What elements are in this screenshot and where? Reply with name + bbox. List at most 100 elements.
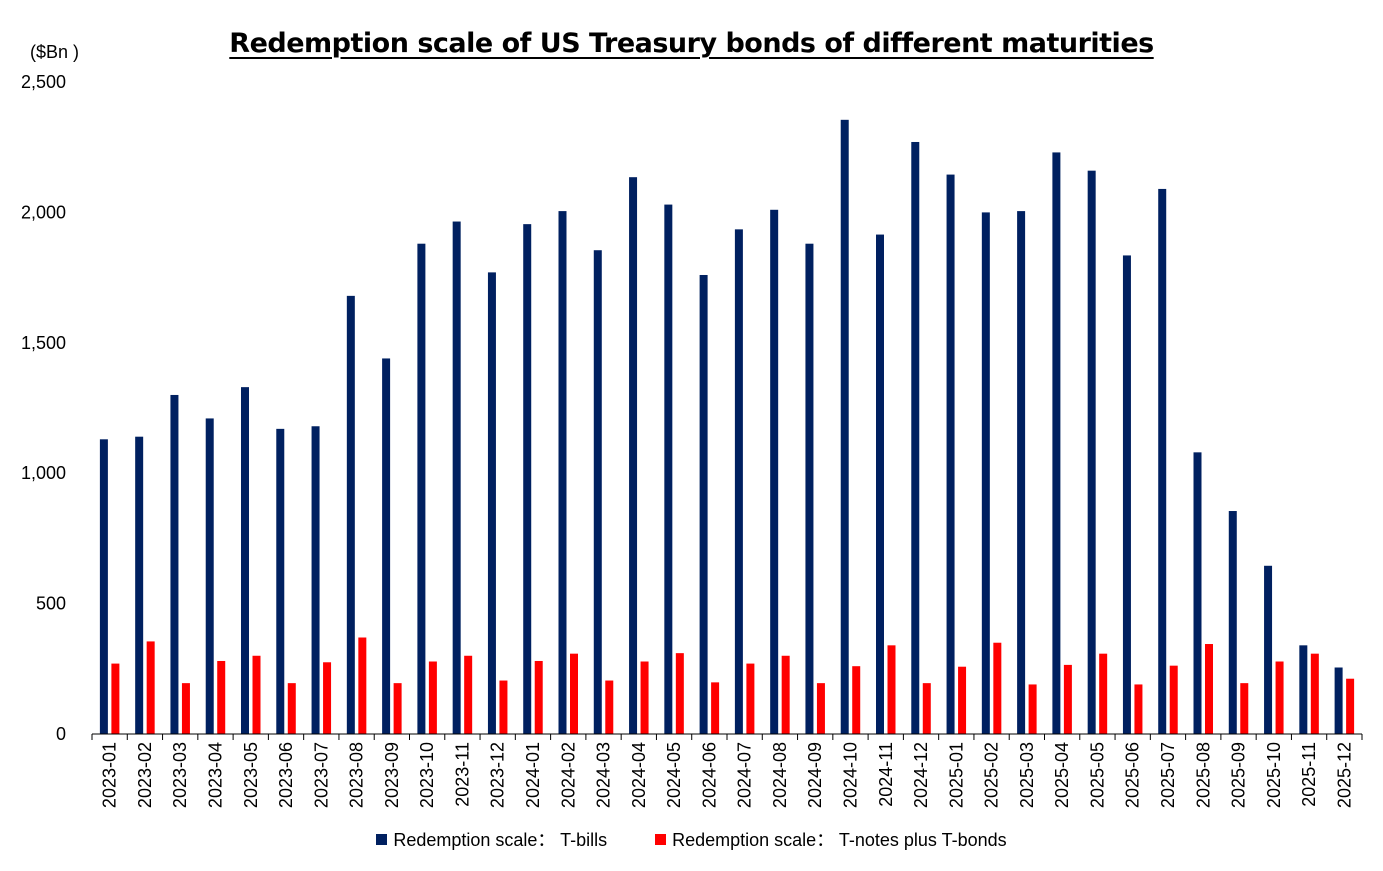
- bar-t-bills-2023-04: [205, 418, 214, 734]
- legend-item-t-notes-bonds: Redemption scale： T-notes plus T-bonds: [655, 826, 1007, 852]
- bar-t-bills-2024-07: [734, 229, 743, 734]
- y-axis-ticks: 0 500 1,000 1,500 2,000 2,500: [21, 72, 66, 744]
- x-tick-label: 2024-08: [770, 742, 790, 808]
- x-tick-label: 2023-04: [205, 742, 225, 808]
- bar-t-notes-bonds-2023-11: [464, 655, 473, 734]
- legend-label-t-notes-bonds: Redemption scale： T-notes plus T-bonds: [672, 830, 1007, 850]
- x-tick-label: 2023-10: [417, 742, 437, 808]
- x-tick-label: 2025-11: [1299, 742, 1319, 807]
- bar-t-notes-bonds-2024-09: [816, 683, 825, 734]
- bar-t-notes-bonds-2025-08: [1205, 644, 1213, 734]
- bar-t-notes-bonds-2025-10: [1275, 661, 1284, 734]
- bar-t-notes-bonds-2024-11: [887, 645, 896, 734]
- x-tick-label: 2025-03: [1017, 742, 1037, 808]
- bar-t-bills-2025-02: [981, 212, 990, 734]
- bar-t-bills-2024-02: [558, 211, 567, 735]
- bar-t-bills-2025-05: [1087, 170, 1096, 735]
- chart-title: Redemption scale of US Treasury bonds of…: [229, 28, 1154, 59]
- x-tick-label: 2024-10: [840, 742, 860, 808]
- legend-item-t-bills: Redemption scale： T-bills: [376, 826, 607, 852]
- bar-t-notes-bonds-2023-09: [393, 683, 402, 734]
- bar-t-bills-2023-09: [382, 358, 391, 734]
- bar-t-notes-bonds-2024-08: [781, 655, 790, 734]
- y-tick-label: 0: [56, 724, 66, 744]
- bar-t-notes-bonds-2023-10: [428, 661, 437, 734]
- x-tick-label: 2025-05: [1087, 742, 1107, 808]
- bar-t-notes-bonds-2025-05: [1099, 653, 1108, 734]
- bar-t-notes-bonds-2024-07: [746, 663, 755, 734]
- bar-t-notes-bonds-2024-04: [640, 661, 649, 734]
- bar-t-notes-bonds-2025-07: [1169, 665, 1178, 734]
- bar-t-notes-bonds-2025-02: [993, 642, 1002, 734]
- bar-t-notes-bonds-2025-06: [1134, 684, 1143, 734]
- bar-t-bills-2023-06: [276, 428, 285, 734]
- bar-t-bills-2025-08: [1193, 452, 1202, 734]
- x-axis: 2023-01 2023-02 2023-03 2023-04 2023-05 2023-…: [91, 733, 1363, 808]
- bar-t-bills-2023-02: [135, 436, 144, 734]
- x-tick-label: 2024-06: [699, 742, 719, 808]
- x-tick-label: 2023-06: [276, 742, 296, 808]
- bar-t-notes-bonds-2025-12: [1346, 678, 1355, 734]
- bar-t-bills-2024-12: [911, 141, 920, 735]
- x-tick-label: 2025-02: [982, 742, 1002, 808]
- x-tick-label: 2024-01: [523, 742, 543, 808]
- bar-t-bills-2025-03: [1017, 211, 1026, 735]
- bar-t-bills-2023-01: [99, 439, 108, 734]
- x-tick-label: 2025-12: [1334, 742, 1354, 808]
- x-tick-label: 2025-09: [1229, 742, 1249, 808]
- bar-t-bills-2023-10: [417, 243, 426, 734]
- x-tick-label: 2023-01: [100, 742, 120, 808]
- bar-t-bills-2023-11: [452, 221, 461, 734]
- bar-t-notes-bonds-2023-03: [181, 683, 190, 734]
- bar-t-notes-bonds-2023-05: [252, 655, 261, 734]
- bar-t-bills-2024-04: [629, 177, 638, 734]
- bars: [99, 119, 1355, 735]
- bar-t-bills-2023-12: [487, 272, 496, 734]
- bar-t-notes-bonds-2023-12: [499, 680, 508, 734]
- bar-t-bills-2024-09: [805, 243, 814, 734]
- x-tick-label: 2025-06: [1123, 742, 1143, 808]
- bar-t-bills-2023-03: [170, 394, 179, 734]
- bar-t-notes-bonds-2025-11: [1310, 653, 1319, 734]
- bar-t-bills-2024-03: [593, 250, 602, 734]
- bar-t-bills-2025-09: [1228, 511, 1237, 734]
- x-tick-label: 2023-02: [135, 742, 155, 808]
- x-tick-label: 2024-03: [594, 742, 614, 808]
- x-tick-label: 2024-05: [664, 742, 684, 808]
- x-tick-label: 2025-08: [1193, 742, 1213, 808]
- x-tick-label: 2025-01: [946, 742, 966, 808]
- bar-t-notes-bonds-2024-02: [570, 653, 578, 734]
- x-tick-label: 2024-11: [876, 742, 896, 807]
- x-tick-label: 2024-07: [735, 742, 755, 808]
- legend: Redemption scale： T-bills Redemption sca…: [0, 826, 1383, 852]
- bar-t-notes-bonds-2025-03: [1028, 684, 1037, 734]
- bar-t-bills-2024-10: [840, 119, 849, 734]
- bar-t-bills-2024-05: [664, 204, 673, 734]
- x-tick-label: 2023-05: [241, 742, 261, 808]
- bar-t-notes-bonds-2024-05: [675, 653, 684, 734]
- legend-swatch-t-bills: [376, 833, 388, 845]
- bar-t-bills-2025-06: [1122, 255, 1131, 734]
- y-tick-label: 500: [36, 594, 66, 614]
- bar-t-bills-2024-06: [699, 274, 708, 734]
- bar-t-notes-bonds-2023-02: [146, 641, 155, 734]
- bar-t-notes-bonds-2023-01: [111, 663, 120, 734]
- y-axis-unit-label: ($Bn ): [30, 42, 80, 62]
- y-tick-label: 1,000: [21, 463, 66, 483]
- bar-t-bills-2023-07: [311, 426, 320, 734]
- bar-t-bills-2024-01: [523, 224, 532, 734]
- x-tick-label: 2023-08: [347, 742, 367, 808]
- bar-t-notes-bonds-2024-12: [922, 683, 931, 734]
- x-tick-label: 2024-02: [558, 742, 578, 808]
- bar-t-bills-2023-05: [241, 387, 249, 734]
- bar-t-notes-bonds-2023-08: [358, 637, 367, 734]
- bar-t-notes-bonds-2024-10: [852, 666, 861, 734]
- bar-t-bills-2023-08: [346, 295, 355, 734]
- bar-t-bills-2025-12: [1334, 667, 1343, 734]
- bar-t-notes-bonds-2024-01: [534, 660, 543, 734]
- x-tick-label: 2025-04: [1052, 742, 1072, 808]
- legend-swatch-t-notes-bonds: [655, 833, 667, 845]
- bar-t-notes-bonds-2025-01: [958, 666, 967, 734]
- bar-t-bills-2025-04: [1052, 152, 1061, 735]
